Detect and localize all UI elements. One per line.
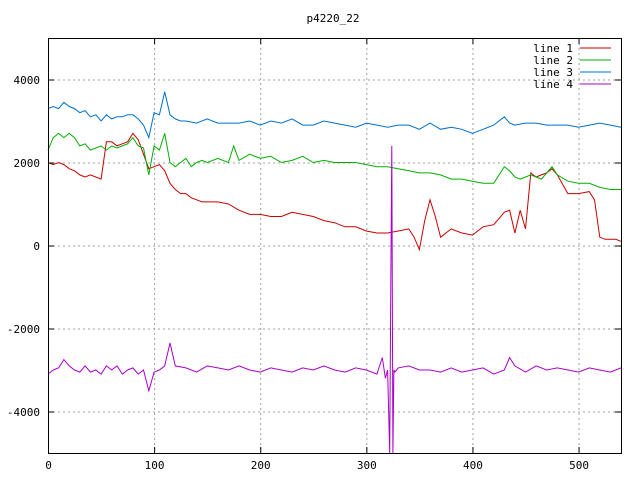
series-line-4 bbox=[47, 145, 622, 454]
legend-label: line 4 bbox=[533, 78, 573, 91]
chart-title: p4220_22 bbox=[307, 12, 360, 25]
axis-ticks: 0 100 200 300 400 500 -4000 -2000 0 2000 4000 bbox=[7, 38, 621, 472]
grid-lines bbox=[48, 38, 621, 453]
x-tick-label: 0 bbox=[45, 459, 52, 472]
series-line-2 bbox=[47, 132, 621, 190]
x-tick-label: 100 bbox=[145, 459, 165, 472]
x-tick-label: 500 bbox=[569, 459, 589, 472]
series-line-3 bbox=[47, 91, 622, 140]
legend-label: line 1 bbox=[533, 42, 573, 55]
y-tick-label: 2000 bbox=[14, 157, 41, 170]
y-tick-label: 0 bbox=[33, 240, 40, 253]
legend-label: line 3 bbox=[533, 66, 573, 79]
series-lines bbox=[47, 91, 622, 454]
y-tick-label: -2000 bbox=[7, 323, 40, 336]
x-tick-label: 200 bbox=[251, 459, 271, 472]
x-tick-label: 300 bbox=[357, 459, 377, 472]
y-tick-label: -4000 bbox=[7, 406, 40, 419]
x-tick-label: 400 bbox=[463, 459, 483, 472]
legend-label: line 2 bbox=[533, 54, 573, 67]
y-tick-label: 4000 bbox=[14, 74, 41, 87]
series-line-1 bbox=[47, 132, 622, 252]
